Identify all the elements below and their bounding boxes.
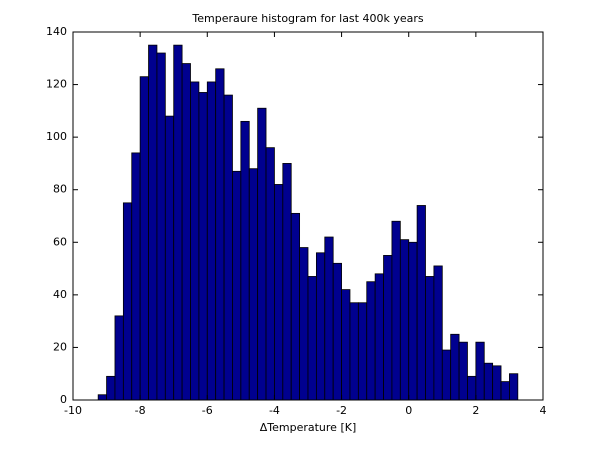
bar — [500, 381, 510, 401]
bar — [483, 362, 494, 401]
bar — [391, 220, 401, 401]
x-tick-label: -8 — [135, 404, 146, 417]
bar — [156, 52, 166, 401]
bar — [416, 205, 426, 401]
x-tick-label: 0 — [405, 404, 412, 417]
bar — [332, 262, 342, 401]
x-tick-label: -4 — [269, 404, 280, 417]
bar — [181, 63, 191, 401]
bar — [492, 365, 502, 401]
bar — [408, 241, 418, 401]
bar — [383, 255, 393, 401]
bar — [467, 375, 477, 401]
bar — [475, 341, 485, 401]
y-tick-label: 60 — [53, 235, 67, 248]
bar — [458, 341, 468, 401]
y-tick-label: 80 — [53, 183, 67, 196]
bar — [223, 94, 233, 401]
bar — [274, 184, 284, 401]
bar — [450, 333, 460, 401]
x-tick-label: 4 — [540, 404, 547, 417]
x-tick-label: 2 — [472, 404, 479, 417]
bar — [206, 81, 217, 401]
y-tick-label: 0 — [60, 393, 67, 406]
x-tick-label: -10 — [64, 404, 82, 417]
bar — [265, 147, 275, 401]
bar — [215, 68, 225, 401]
bar — [433, 265, 443, 401]
x-tick-label: -6 — [202, 404, 213, 417]
y-tick-label: 40 — [53, 288, 67, 301]
bar — [114, 315, 124, 401]
y-tick-label: 140 — [46, 25, 67, 38]
bar — [290, 212, 301, 401]
bar — [232, 170, 242, 401]
bar — [366, 281, 376, 401]
bar — [324, 236, 334, 401]
bar — [248, 168, 259, 401]
y-tick-label: 20 — [53, 340, 67, 353]
bar — [97, 394, 107, 401]
bar — [131, 152, 141, 401]
bar — [122, 202, 133, 401]
bar — [425, 276, 435, 401]
bar — [399, 239, 410, 401]
bar — [173, 44, 183, 401]
bar — [282, 163, 292, 401]
bar — [307, 276, 317, 401]
bar — [341, 289, 351, 401]
x-axis-label: ΔTemperature [K] — [260, 421, 357, 434]
y-tick-label: 100 — [46, 130, 67, 143]
bar — [148, 44, 158, 401]
bar — [357, 302, 368, 401]
bar — [299, 247, 309, 401]
y-tick-label: 120 — [46, 78, 67, 91]
x-tick-label: -2 — [336, 404, 347, 417]
bar — [198, 92, 208, 401]
bar — [441, 349, 452, 401]
bar — [164, 115, 175, 401]
bar — [106, 375, 116, 401]
bar — [315, 252, 326, 401]
bar — [240, 120, 250, 401]
bar — [190, 81, 200, 401]
bar — [349, 302, 359, 401]
bar — [509, 373, 519, 401]
bar — [257, 107, 267, 401]
bar — [139, 76, 149, 401]
bar — [374, 273, 384, 401]
plot-frame — [72, 31, 544, 401]
chart-title: Temperaure histogram for last 400k years — [191, 12, 423, 25]
